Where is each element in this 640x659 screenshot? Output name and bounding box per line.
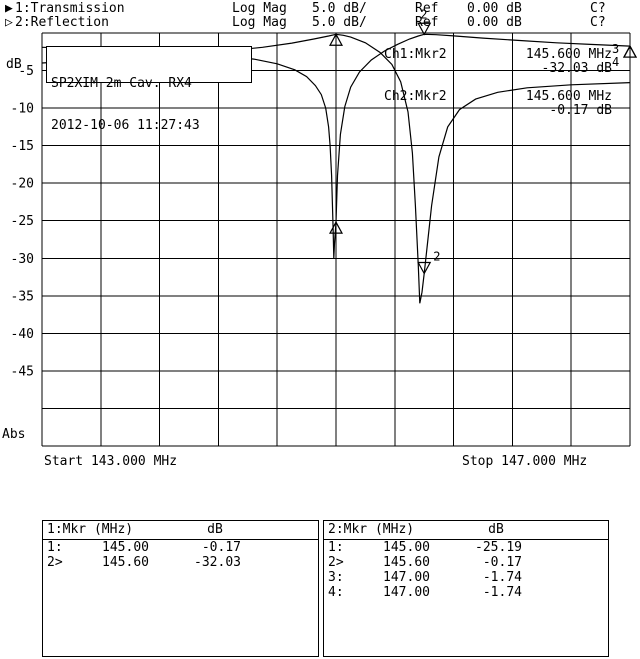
svg-text:-30: -30 bbox=[11, 252, 34, 267]
marker-number: 1: bbox=[47, 540, 63, 555]
svg-text:-15: -15 bbox=[11, 139, 34, 154]
amplitude-bottom-label: Abs bbox=[2, 427, 26, 442]
marker-freq: 147.00 bbox=[383, 585, 430, 600]
marker-table-title: 2:Mkr (MHz) bbox=[328, 522, 415, 537]
marker-db: -25.19 bbox=[475, 540, 522, 555]
marker-table-title: 1:Mkr (MHz) bbox=[47, 522, 134, 537]
marker-row: 1: 145.00 -0.17 bbox=[47, 541, 314, 555]
svg-text:-35: -35 bbox=[11, 289, 34, 304]
marker-freq: 145.60 bbox=[102, 555, 149, 570]
marker-db: -1.74 bbox=[482, 570, 522, 585]
trace1-scale: 5.0 dB/ bbox=[312, 1, 367, 16]
trace2-scale: 5.0 dB/ bbox=[312, 15, 367, 30]
trace1-format: Log Mag bbox=[232, 1, 287, 16]
marker-number: 3: bbox=[328, 570, 344, 585]
trace2-label[interactable]: 2:Reflection bbox=[15, 15, 109, 30]
marker-number: 4: bbox=[328, 585, 344, 600]
marker-table-header: 1:Mkr (MHz) dB bbox=[43, 523, 318, 540]
marker-row: 2> 145.60 -0.17 bbox=[328, 556, 604, 570]
marker-db: -0.17 bbox=[482, 555, 522, 570]
ch1-marker-value: -32.03 dB bbox=[541, 61, 612, 76]
ch1-marker-readout-label: Ch1:Mkr2 bbox=[384, 47, 447, 62]
svg-text:-25: -25 bbox=[11, 214, 34, 229]
trace1-label[interactable]: 1:Transmission bbox=[15, 1, 125, 16]
ch2-marker-readout-label: Ch2:Mkr2 bbox=[384, 89, 447, 104]
trace2-cal-status: C? bbox=[590, 15, 606, 30]
marker-freq: 145.60 bbox=[383, 555, 430, 570]
marker-table-ch1: 1:Mkr (MHz) dB 1: 145.00 -0.17 2> 145.60… bbox=[42, 520, 319, 657]
svg-text:-5: -5 bbox=[18, 64, 34, 79]
svg-text:2: 2 bbox=[420, 7, 427, 21]
marker-number: 2> bbox=[47, 555, 63, 570]
marker-table-header: 2:Mkr (MHz) dB bbox=[324, 523, 608, 540]
trace1-cal-status: C? bbox=[590, 1, 606, 16]
svg-text:2: 2 bbox=[433, 250, 440, 264]
sweep-stop-label: Stop 147.000 MHz bbox=[462, 454, 588, 469]
ch1-marker-freq: 145.600 MHz bbox=[525, 47, 612, 62]
svg-text:-10: -10 bbox=[11, 102, 34, 117]
trace2-format: Log Mag bbox=[232, 15, 287, 30]
marker-freq: 147.00 bbox=[383, 570, 430, 585]
trace2-ref-value: 0.00 dB bbox=[467, 15, 522, 30]
annotation-box: SP2XIM 2m Cav. RX4 2012-10-06 11:27:43 bbox=[46, 46, 252, 133]
marker-db: -1.74 bbox=[482, 585, 522, 600]
marker-row: 4: 147.00 -1.74 bbox=[328, 586, 604, 600]
marker-number: 1: bbox=[328, 540, 344, 555]
marker-freq: 145.00 bbox=[102, 540, 149, 555]
svg-text:4: 4 bbox=[612, 55, 619, 69]
svg-text:-45: -45 bbox=[11, 364, 34, 379]
svg-text:-40: -40 bbox=[11, 327, 34, 342]
sweep-start-label: Start 143.000 MHz bbox=[44, 454, 178, 469]
marker-row: 3: 147.00 -1.74 bbox=[328, 571, 604, 585]
marker-number: 2> bbox=[328, 555, 344, 570]
marker-row: 1: 145.00 -25.19 bbox=[328, 541, 604, 555]
marker-db: -0.17 bbox=[201, 540, 241, 555]
svg-text:-20: -20 bbox=[11, 177, 34, 192]
marker-table-unit: dB bbox=[207, 522, 223, 537]
amplitude-unit-label: dB bbox=[6, 57, 22, 72]
trace1-ref-value: 0.00 dB bbox=[467, 1, 522, 16]
svg-text:3: 3 bbox=[612, 42, 619, 56]
ch2-marker-freq: 145.600 MHz bbox=[525, 89, 612, 104]
marker-table-ch2: 2:Mkr (MHz) dB 1: 145.00 -25.19 2> 145.6… bbox=[323, 520, 609, 657]
ch2-marker-value: -0.17 dB bbox=[549, 103, 612, 118]
marker-table-unit: dB bbox=[488, 522, 504, 537]
marker-row: 2> 145.60 -32.03 bbox=[47, 556, 314, 570]
annotation-timestamp: 2012-10-06 11:27:43 bbox=[51, 118, 200, 133]
trace2-ref-label: Ref bbox=[415, 15, 439, 30]
trace1-active-icon: ▶ bbox=[5, 1, 13, 16]
trace1-ref-label: Ref bbox=[415, 1, 439, 16]
annotation-title: SP2XIM 2m Cav. RX4 bbox=[51, 76, 192, 91]
trace2-active-icon: ▷ bbox=[5, 15, 13, 30]
marker-freq: 145.00 bbox=[383, 540, 430, 555]
marker-db: -32.03 bbox=[194, 555, 241, 570]
